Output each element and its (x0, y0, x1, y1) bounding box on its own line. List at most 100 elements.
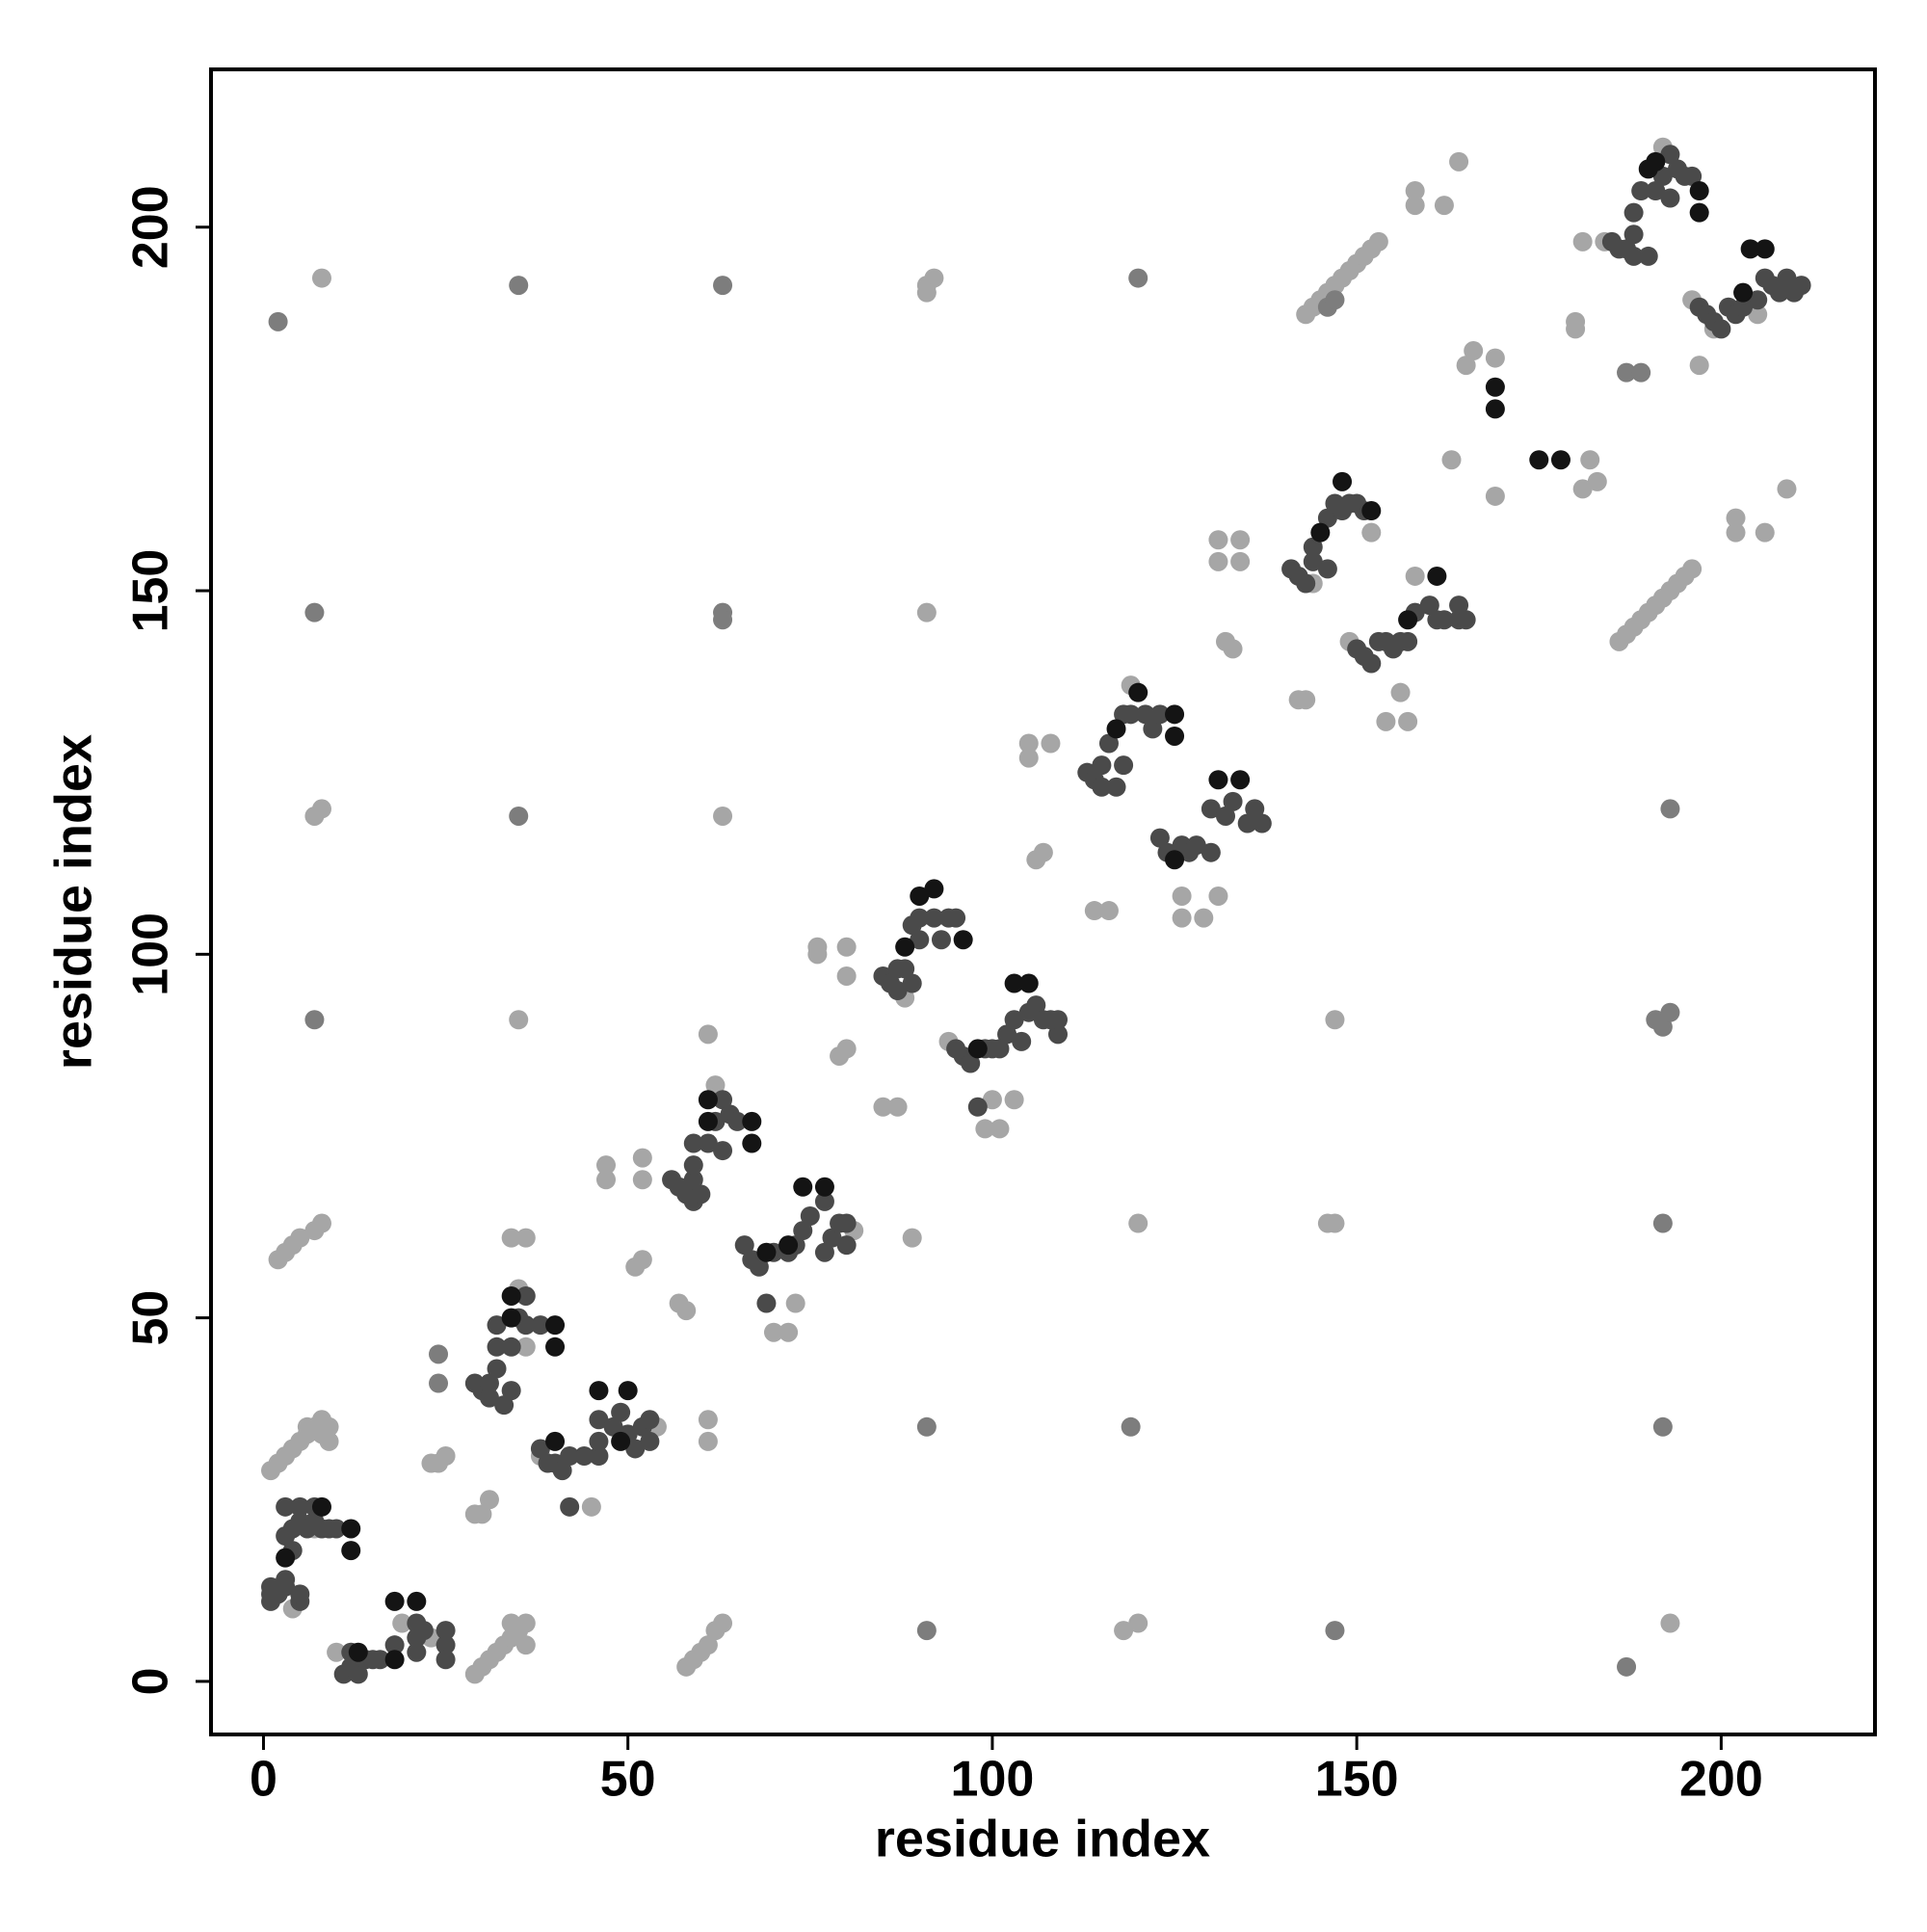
point (611, 1431, 631, 1451)
point (341, 1519, 361, 1539)
point (924, 879, 944, 899)
point (479, 1388, 499, 1408)
x-tick-label: 150 (1315, 1752, 1399, 1808)
point (1441, 450, 1462, 470)
point (1048, 1010, 1069, 1030)
point (698, 1635, 718, 1655)
point (683, 1133, 703, 1153)
point (319, 1416, 339, 1437)
point (1769, 282, 1789, 303)
point (515, 1635, 536, 1655)
point (574, 1445, 594, 1466)
point (1623, 225, 1644, 245)
point (1405, 181, 1425, 201)
point (1748, 290, 1768, 310)
point (1201, 842, 1221, 862)
point (1018, 973, 1039, 993)
point (1048, 1024, 1069, 1045)
point (1405, 196, 1425, 216)
point (589, 1445, 609, 1466)
point (311, 1213, 331, 1233)
point (1098, 901, 1119, 921)
point (1333, 471, 1353, 491)
point (967, 1039, 988, 1059)
point (436, 1635, 456, 1655)
point (487, 1359, 507, 1379)
point (319, 1431, 339, 1451)
point (1638, 246, 1658, 266)
point (1325, 1010, 1345, 1030)
point (873, 1097, 893, 1117)
point (1018, 733, 1039, 754)
point (1376, 711, 1396, 731)
point (276, 1496, 296, 1517)
point (640, 1431, 660, 1451)
point (552, 1461, 572, 1481)
point (1149, 704, 1170, 725)
point (1623, 246, 1644, 266)
point (341, 1541, 361, 1561)
point (1398, 711, 1418, 731)
point (413, 1621, 434, 1641)
point (953, 930, 973, 950)
point (807, 937, 828, 957)
point (1186, 835, 1206, 856)
point (916, 1416, 937, 1437)
point (1652, 1416, 1673, 1437)
point (304, 602, 325, 622)
point (902, 973, 922, 993)
point (596, 1170, 617, 1190)
point (1084, 901, 1104, 921)
point (1004, 1010, 1024, 1030)
point (1646, 181, 1666, 201)
point (268, 311, 288, 331)
point (814, 1242, 834, 1262)
point (1310, 522, 1331, 543)
point (640, 1410, 660, 1430)
point (1143, 719, 1163, 739)
point (1296, 573, 1316, 594)
point (1405, 566, 1425, 586)
point (698, 1133, 718, 1153)
point (509, 806, 529, 826)
point (698, 1111, 718, 1131)
point (713, 1090, 733, 1110)
point (1172, 908, 1192, 928)
point (1012, 1031, 1032, 1051)
point (1427, 566, 1447, 586)
point (1114, 1621, 1134, 1641)
point (924, 268, 944, 288)
point (1121, 1416, 1141, 1437)
point (1390, 682, 1411, 702)
point (494, 1395, 515, 1416)
point (961, 1053, 981, 1073)
point (515, 1315, 536, 1336)
point (1456, 356, 1476, 376)
point (1303, 551, 1323, 571)
point (1230, 770, 1251, 790)
point (1361, 653, 1382, 674)
point (1368, 231, 1388, 251)
point (946, 908, 966, 928)
point (1689, 181, 1709, 201)
point (683, 1155, 703, 1176)
point (1106, 719, 1126, 739)
point (997, 1024, 1017, 1045)
point (1726, 508, 1746, 528)
point (515, 1337, 536, 1357)
point (1237, 813, 1257, 834)
point (327, 1642, 347, 1662)
point (1572, 479, 1593, 499)
point (1748, 304, 1768, 325)
y-tick-label: 200 (123, 185, 179, 269)
point (384, 1591, 405, 1611)
point (327, 1519, 347, 1539)
point (1165, 704, 1185, 725)
point (887, 981, 908, 1001)
point (713, 276, 733, 296)
point (1004, 1090, 1024, 1110)
point (1711, 319, 1731, 339)
point (1485, 486, 1505, 506)
point (625, 1439, 646, 1459)
point (436, 1445, 456, 1466)
